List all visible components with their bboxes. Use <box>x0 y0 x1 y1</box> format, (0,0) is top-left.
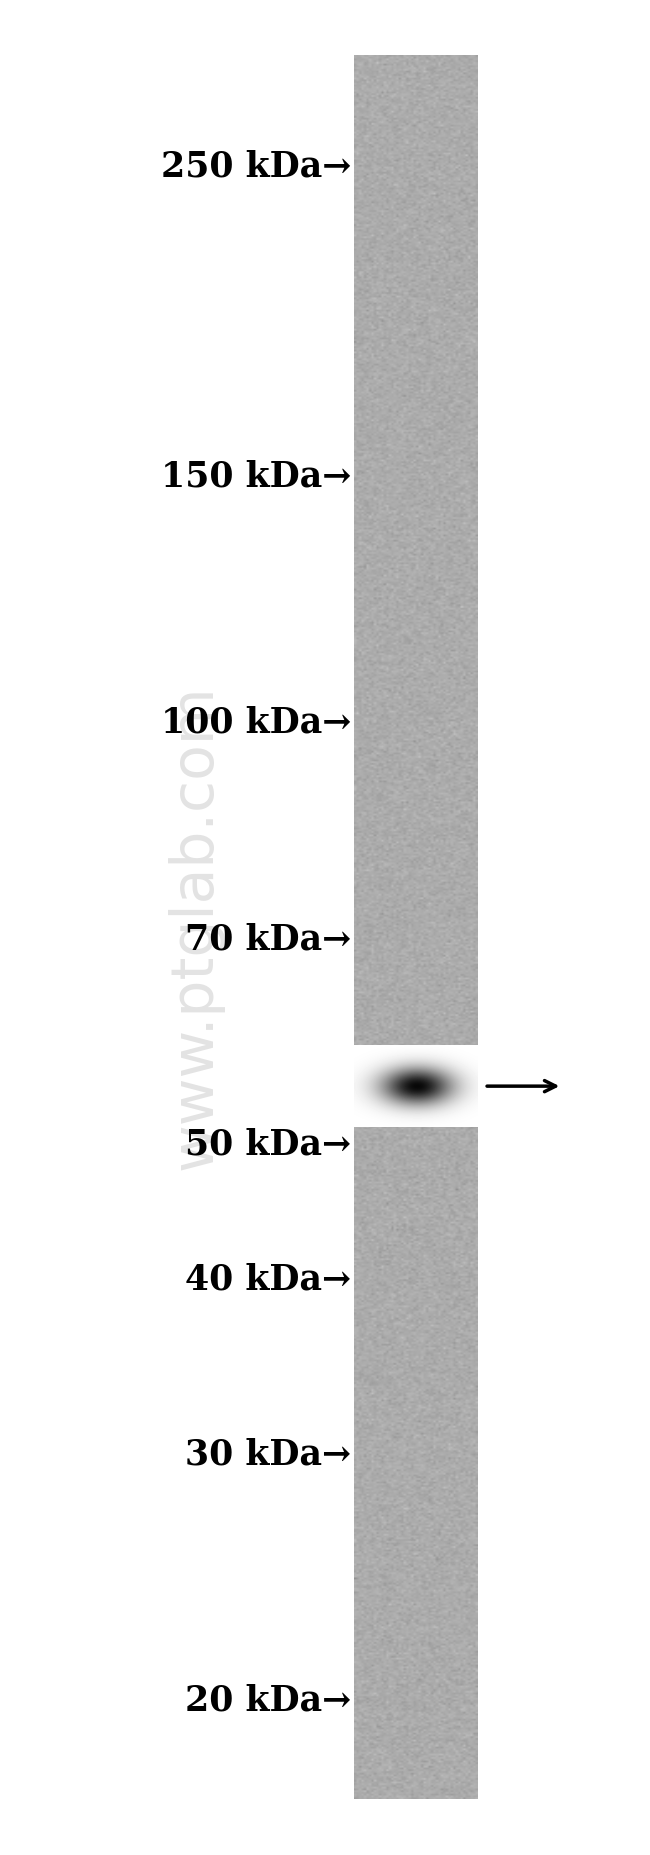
Text: 150 kDa→: 150 kDa→ <box>161 460 351 493</box>
Text: 70 kDa→: 70 kDa→ <box>185 922 351 957</box>
Text: 250 kDa→: 250 kDa→ <box>161 150 351 184</box>
Text: www.ptglab.com: www.ptglab.com <box>166 684 224 1171</box>
Text: 50 kDa→: 50 kDa→ <box>185 1128 351 1161</box>
Text: 20 kDa→: 20 kDa→ <box>185 1684 351 1718</box>
Text: 100 kDa→: 100 kDa→ <box>161 707 351 740</box>
Text: 30 kDa→: 30 kDa→ <box>185 1438 351 1471</box>
Text: 40 kDa→: 40 kDa→ <box>185 1263 351 1297</box>
